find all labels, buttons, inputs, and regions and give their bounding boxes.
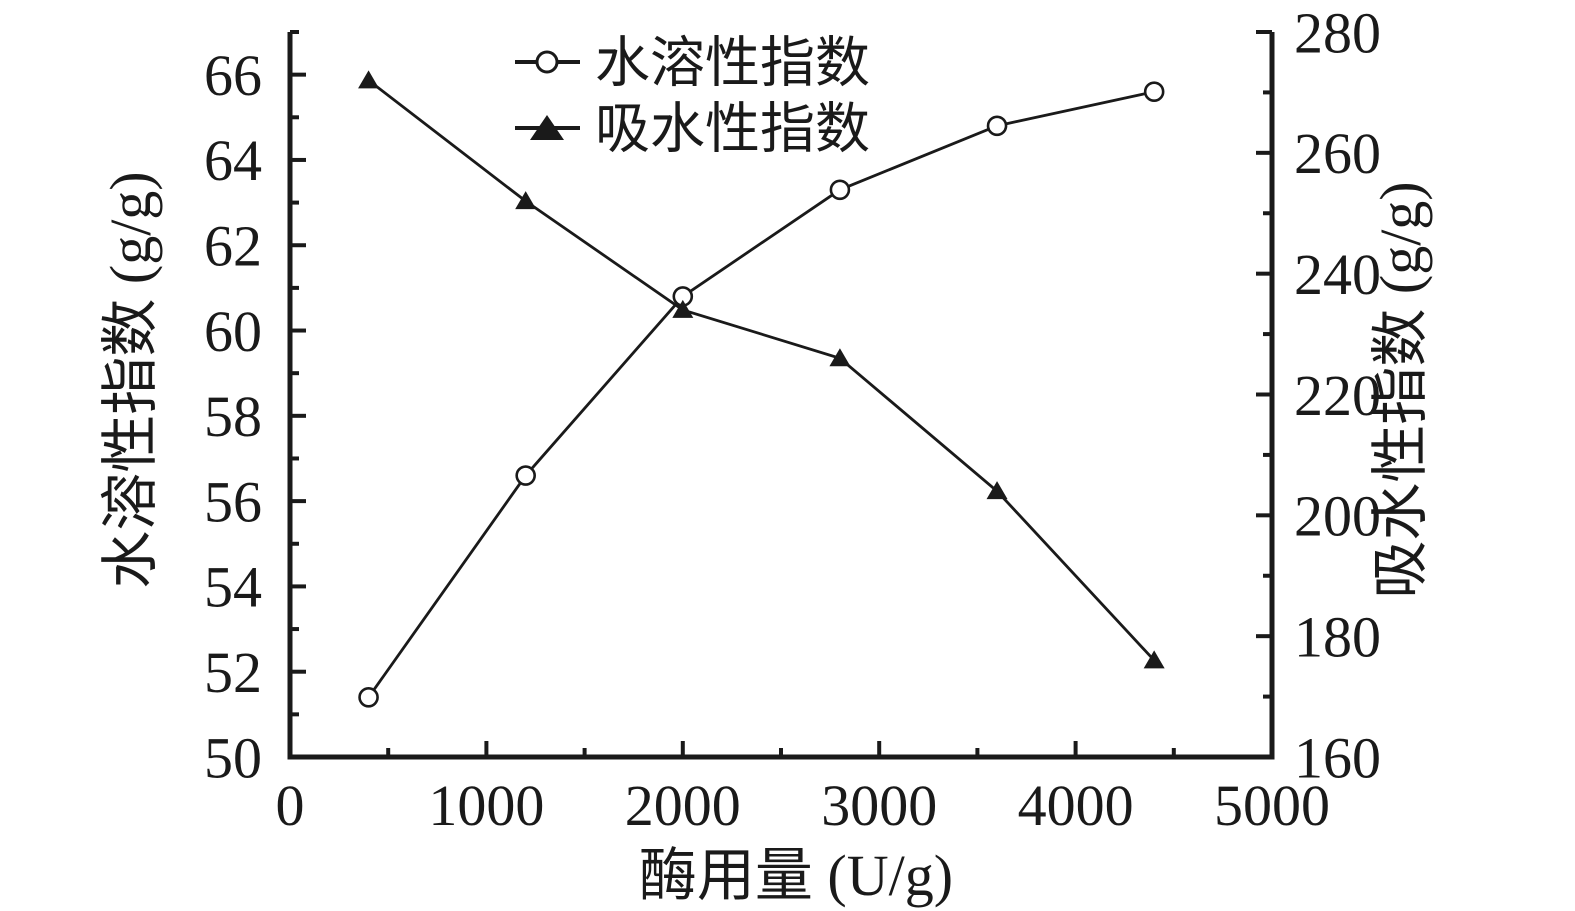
legend-label: 吸水性指数 — [595, 98, 870, 159]
y-right-tick-label: 280 — [1294, 0, 1381, 65]
y-left-tick-label: 60 — [204, 299, 262, 364]
data-point-open-circle — [358, 686, 379, 708]
data-point-filled-triangle — [358, 70, 380, 89]
x-axis-title: 酶用量 (U/g) — [639, 843, 953, 908]
y-right-tick-label: 220 — [1294, 363, 1381, 428]
series-line-1 — [367, 79, 1156, 662]
y-left-axis-title: 水溶性指数 (g/g) — [98, 171, 163, 588]
axis-ticks: 0 1000 2000 3000 4000 5000 50 52 54 56 58 60 62 64 66 1… — [204, 0, 1381, 838]
x-tick-label: 3000 — [821, 773, 937, 838]
y-left-tick-label: 62 — [204, 214, 262, 279]
data-point-open-circle — [986, 115, 1008, 137]
y-right-tick-label: 160 — [1294, 725, 1381, 790]
open-circle-marker-icon — [535, 50, 559, 74]
data-point-filled-triangle — [672, 299, 694, 318]
y-left-tick-label: 58 — [204, 384, 262, 449]
y-left-tick-label: 64 — [204, 128, 262, 193]
series-line-0 — [367, 90, 1155, 699]
y-left-tick-label: 56 — [204, 469, 262, 534]
y-left-tick-label: 50 — [204, 725, 262, 790]
y-right-tick-label: 240 — [1294, 242, 1381, 307]
data-series — [358, 70, 1165, 708]
y-right-tick-label: 260 — [1294, 121, 1381, 186]
legend: 水溶性指数 吸水性指数 — [515, 32, 870, 159]
data-point-filled-triangle — [829, 348, 851, 367]
data-point-filled-triangle — [515, 191, 537, 210]
x-tick-label: 0 — [276, 773, 305, 838]
filled-triangle-marker-icon — [530, 115, 564, 140]
data-point-open-circle — [515, 465, 536, 486]
y-right-tick-label: 180 — [1294, 604, 1381, 669]
y-left-tick-label: 54 — [204, 555, 262, 620]
y-right-axis-title: 吸水性指数 (g/g) — [1368, 181, 1433, 598]
legend-label: 水溶性指数 — [595, 32, 870, 93]
data-point-open-circle — [1143, 81, 1165, 103]
legend-item-water-solubility: 水溶性指数 — [515, 32, 870, 93]
x-tick-label: 1000 — [428, 773, 544, 838]
x-tick-label: 2000 — [625, 773, 741, 838]
y-right-tick-label: 200 — [1294, 484, 1381, 549]
y-left-tick-label: 52 — [204, 640, 262, 705]
data-point-filled-triangle — [1143, 650, 1165, 669]
y-left-tick-label: 66 — [204, 43, 262, 108]
x-tick-label: 5000 — [1214, 773, 1330, 838]
data-point-filled-triangle — [986, 481, 1008, 500]
data-point-open-circle — [829, 179, 851, 201]
legend-item-water-absorption: 吸水性指数 — [515, 98, 870, 159]
x-tick-label: 4000 — [1018, 773, 1134, 838]
